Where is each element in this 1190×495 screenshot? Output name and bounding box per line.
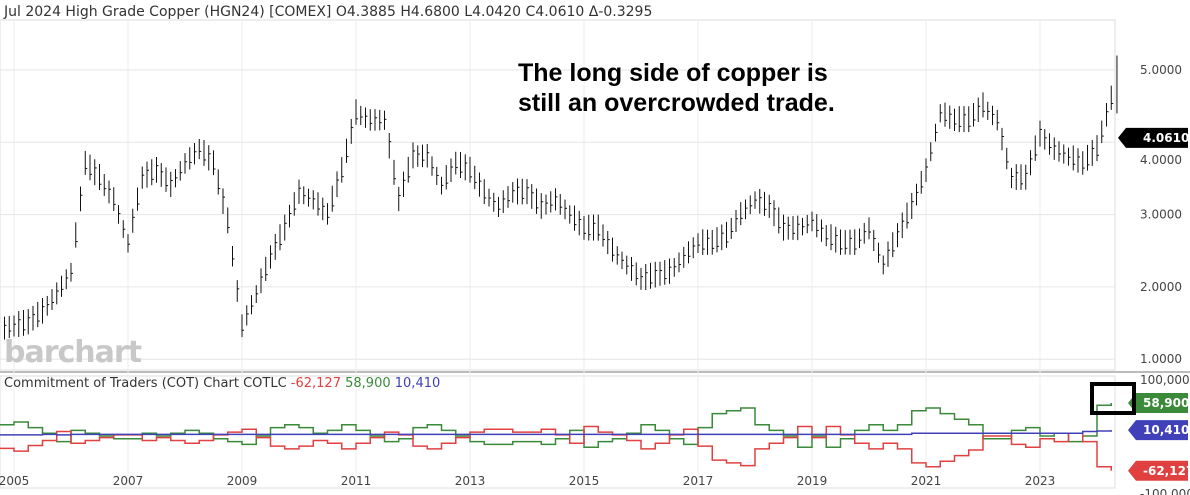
- cot-label-green: 58,900: [1143, 396, 1189, 410]
- x-tick-label: 2023: [1025, 474, 1056, 488]
- x-tick-label: 2005: [0, 474, 29, 488]
- y-tick-label: 2.0000: [1140, 280, 1182, 294]
- contract-title: Jul 2024 High Grade Copper (HGN24) [COME…: [4, 4, 332, 20]
- high-value: H4.6800: [400, 4, 460, 20]
- cot-y-tick-label: -100,000: [1140, 487, 1190, 495]
- annotation: The long side of copper is still an overc…: [518, 58, 835, 118]
- cot-blue-value: 10,410: [394, 376, 441, 391]
- cot-label-red: -62,127: [1143, 464, 1190, 478]
- cot-tag-blue: [1128, 420, 1188, 441]
- close-value: C4.0610: [525, 4, 585, 20]
- low-value: L4.0420: [464, 4, 522, 20]
- cot-tag-red: [1128, 460, 1188, 481]
- cot-title: Commitment of Traders (COT) Chart COTLC: [4, 376, 287, 391]
- last-price-label: 4.0610: [1143, 131, 1189, 145]
- x-tick-label: 2017: [683, 474, 714, 488]
- cot-panel-border: [0, 375, 1116, 489]
- cot-y-tick-label: 100,000: [1140, 373, 1190, 387]
- cot-label-blue: 10,410: [1143, 423, 1189, 437]
- cot-line-green: [0, 403, 1112, 448]
- barchart-watermark: barchart: [4, 335, 142, 370]
- annotation-line-2: still an overcrowded trade.: [518, 89, 835, 117]
- cot-header: Commitment of Traders (COT) Chart COTLC …: [4, 376, 440, 391]
- y-tick-label: 5.0000: [1140, 63, 1182, 77]
- x-tick-label: 2013: [455, 474, 486, 488]
- cot-tag-green: [1128, 393, 1188, 414]
- cot-red-value: -62,127: [290, 376, 341, 391]
- x-tick-label: 2011: [341, 474, 372, 488]
- y-tick-label: 4.0000: [1140, 153, 1182, 167]
- y-tick-label: 3.0000: [1140, 208, 1182, 222]
- highlight-box: [1090, 382, 1136, 415]
- x-tick-label: 2007: [113, 474, 144, 488]
- x-tick-label: 2019: [797, 474, 828, 488]
- chart-header: Jul 2024 High Grade Copper (HGN24) [COME…: [4, 4, 652, 20]
- cot-line-blue: [0, 430, 1112, 436]
- price-panel-border: [0, 19, 1116, 371]
- y-tick-label: 1.0000: [1140, 352, 1182, 366]
- cot-green-value: 58,900: [345, 376, 391, 391]
- last-price-tag: [1118, 127, 1188, 148]
- annotation-line-1: The long side of copper is: [518, 59, 828, 87]
- open-value: O4.3885: [335, 4, 396, 20]
- x-tick-label: 2021: [911, 474, 942, 488]
- x-tick-label: 2015: [569, 474, 600, 488]
- change-value: Δ-0.3295: [588, 4, 653, 20]
- x-tick-label: 2009: [227, 474, 258, 488]
